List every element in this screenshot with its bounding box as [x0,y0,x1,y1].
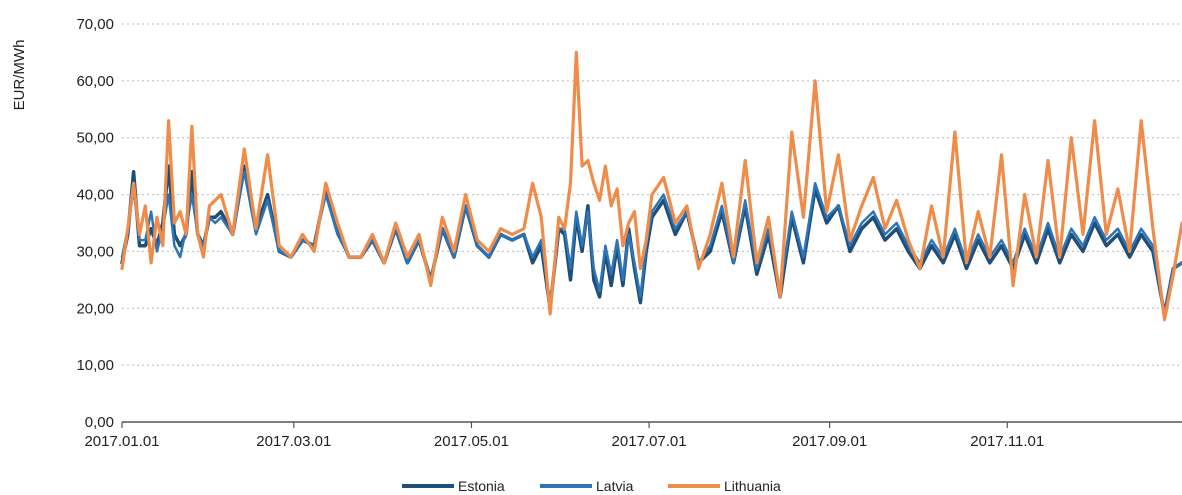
x-tick-label: 2017.09.01 [792,433,867,450]
legend: Estonia Latvia Lithuania [402,478,781,494]
x-axis-ticks: 2017.01.01 2017.03.01 2017.05.01 2017.07.01… [84,422,1044,450]
legend-label-lithuania: Lithuania [724,478,781,494]
y-tick-label: 70,00 [76,16,114,33]
y-tick-label: 60,00 [76,73,114,90]
y-tick-label: 50,00 [76,130,114,147]
y-tick-label: 40,00 [76,187,114,204]
y-axis-label: EUR/MWh [11,40,28,111]
y-tick-label: 0,00 [85,414,114,431]
x-tick-label: 2017.05.01 [434,433,509,450]
y-tick-label: 20,00 [76,300,114,317]
y-tick-label: 30,00 [76,243,114,260]
x-tick-label: 2017.07.01 [612,433,687,450]
x-tick-label: 2017.03.01 [256,433,331,450]
series-lines [120,50,1182,322]
legend-label-latvia: Latvia [596,478,634,494]
y-tick-label: 10,00 [76,357,114,374]
series-line-lithuania [120,50,1182,322]
legend-label-estonia: Estonia [458,478,505,494]
x-tick-label: 2017.11.01 [970,433,1044,450]
y-axis-ticks: 0,00 10,00 20,00 30,00 40,00 50,00 60,00 70,00 [76,16,114,431]
series-line-estonia [120,164,1182,316]
x-tick-label: 2017.01.01 [84,433,159,450]
